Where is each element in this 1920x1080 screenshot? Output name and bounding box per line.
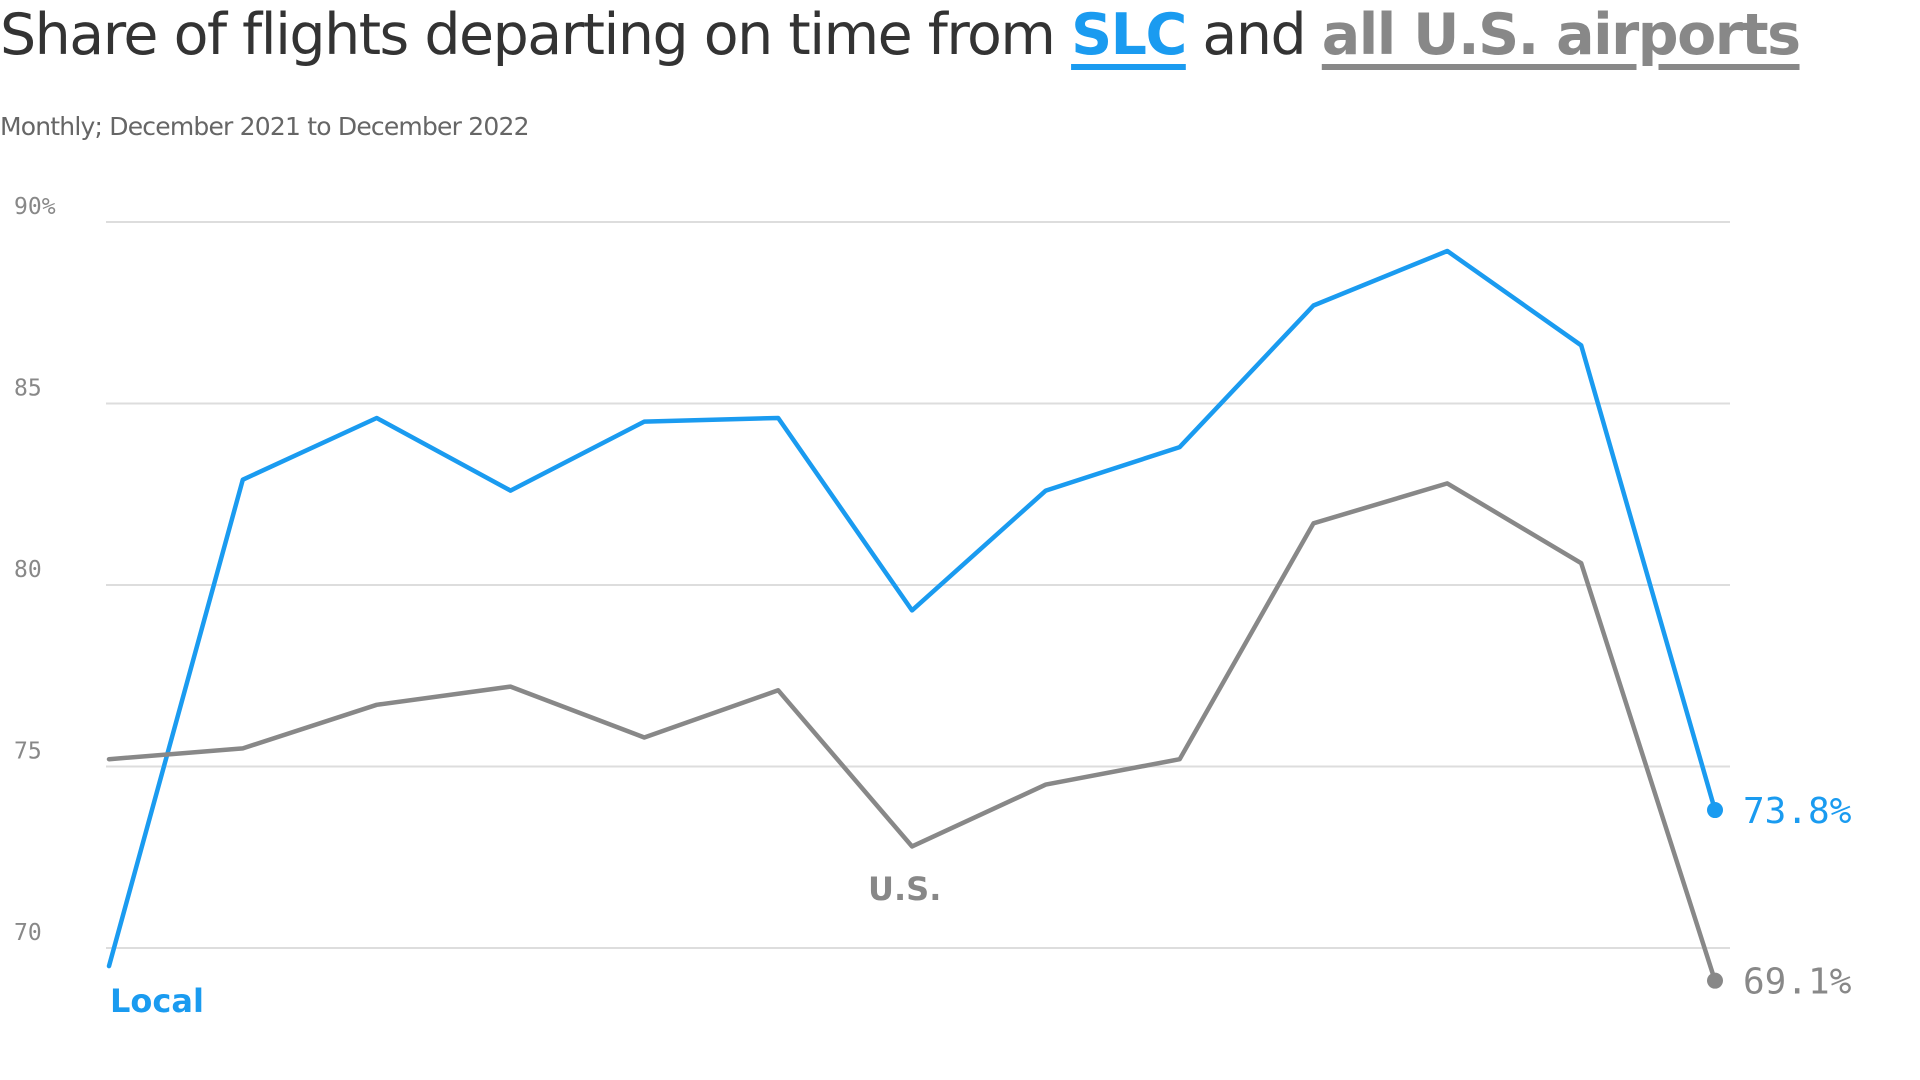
- end-value-label-local: 73.8%: [1743, 791, 1852, 832]
- y-tick-label: 90%: [14, 194, 56, 220]
- end-value-label-us: 69.1%: [1743, 962, 1852, 1003]
- y-tick-label: 80: [14, 557, 42, 583]
- title-part-1: Share of flights departing on time from: [0, 2, 1072, 68]
- title-slc-highlight: SLC: [1071, 2, 1187, 68]
- end-point-us: [1707, 972, 1723, 989]
- y-tick-label: 85: [14, 376, 42, 402]
- title-part-2: and: [1185, 2, 1322, 68]
- title-us-highlight: all U.S. airports: [1321, 2, 1801, 68]
- y-tick-label: 75: [14, 739, 42, 765]
- series-line-local: [106, 248, 1718, 969]
- chart-title: Share of flights departing on time from …: [0, 2, 1801, 68]
- series-line-us: [106, 481, 1718, 983]
- y-tick-label: 70: [14, 920, 42, 946]
- series-tag-us: U.S.: [868, 870, 941, 908]
- series-tag-local: Local: [110, 982, 204, 1020]
- chart-subtitle: Monthly; December 2021 to December 2022: [0, 112, 529, 141]
- end-point-local: [1707, 802, 1723, 819]
